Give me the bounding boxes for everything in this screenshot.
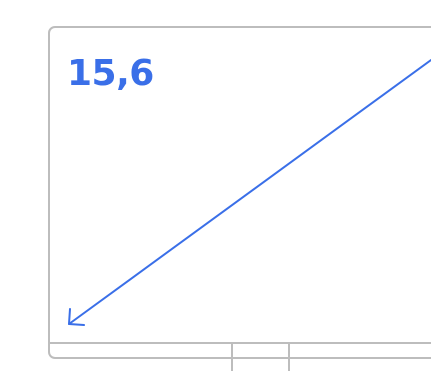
measurement-panel xyxy=(48,26,431,359)
panel-divider xyxy=(48,342,431,344)
arrow-head xyxy=(68,308,85,326)
measurement-readout: 15,6 xyxy=(67,53,154,94)
divider-tick-right xyxy=(288,344,290,371)
divider-tick-left xyxy=(231,344,233,371)
arrow-shaft xyxy=(68,59,431,325)
